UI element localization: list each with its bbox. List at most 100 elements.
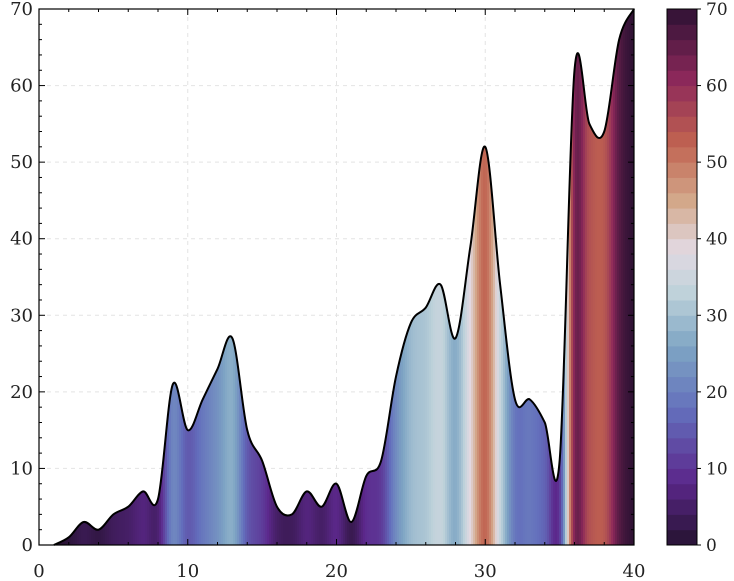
- fill-band: [599, 9, 602, 545]
- fill-band: [267, 9, 270, 545]
- fill-band: [109, 9, 112, 545]
- fill-band: [625, 9, 628, 545]
- fill-band: [271, 9, 274, 545]
- fill-band: [57, 9, 60, 545]
- fill-band: [79, 9, 82, 545]
- fill-band: [605, 9, 608, 545]
- fill-band: [111, 9, 114, 545]
- fill-band: [153, 9, 156, 545]
- fill-band: [555, 9, 558, 545]
- fill-band: [141, 9, 144, 545]
- fill-band: [619, 9, 622, 545]
- fill-band: [491, 9, 494, 545]
- fill-band: [365, 9, 368, 545]
- colorbar-tick-label: 60: [706, 77, 728, 97]
- fill-band: [577, 9, 580, 545]
- fill-band: [333, 9, 336, 545]
- fill-band: [97, 9, 100, 545]
- fill-band: [73, 9, 76, 545]
- fill-band: [99, 9, 102, 545]
- fill-band: [297, 9, 300, 545]
- fill-band: [621, 9, 624, 545]
- fill-band: [87, 9, 90, 545]
- fill-band: [75, 9, 78, 545]
- fill-band: [631, 9, 634, 545]
- fill-band: [125, 9, 128, 545]
- fill-band: [375, 9, 378, 545]
- fill-band: [103, 9, 106, 545]
- fill-band: [93, 9, 96, 545]
- fill-band: [89, 9, 92, 545]
- fill-band: [473, 9, 476, 545]
- fill-band: [585, 9, 588, 545]
- fill-band: [609, 9, 612, 545]
- fill-band: [45, 9, 48, 545]
- fill-band: [63, 9, 66, 545]
- fill-band: [41, 9, 44, 545]
- fill-band: [363, 9, 366, 545]
- fill-band: [589, 9, 592, 545]
- y-tick-label: 20: [10, 382, 33, 403]
- fill-band: [469, 9, 472, 545]
- fill-band: [553, 9, 556, 545]
- fill-band: [615, 9, 618, 545]
- fill-band: [493, 9, 496, 545]
- colorbar-segment: [667, 162, 697, 178]
- fill-band: [133, 9, 136, 545]
- colorbar-segment: [667, 453, 697, 469]
- fill-band: [471, 9, 474, 545]
- fill-band: [107, 9, 110, 545]
- fill-band: [581, 9, 584, 545]
- fill-band: [127, 9, 130, 545]
- x-tick-label: 40: [623, 561, 646, 581]
- fill-band: [583, 9, 586, 545]
- fill-band: [573, 9, 576, 545]
- fill-band: [321, 9, 324, 545]
- fill-band: [285, 9, 288, 545]
- fill-band: [283, 9, 286, 545]
- fill-band: [85, 9, 88, 545]
- fill-band: [65, 9, 68, 545]
- fill-band: [145, 9, 148, 545]
- fill-band: [81, 9, 84, 545]
- x-tick-label: 30: [474, 561, 497, 581]
- fill-band: [277, 9, 280, 545]
- fill-band: [481, 9, 484, 545]
- fill-band: [101, 9, 104, 545]
- y-tick-label: 30: [10, 305, 33, 326]
- fill-band: [317, 9, 320, 545]
- colorbar-segment: [667, 483, 697, 500]
- fill-band: [149, 9, 152, 545]
- y-tick-label: 10: [10, 458, 33, 479]
- fill-band: [313, 9, 316, 545]
- fill-band: [567, 9, 570, 545]
- colorbar-segment: [667, 100, 697, 117]
- fill-band: [355, 9, 358, 545]
- fill-band: [299, 9, 302, 545]
- y-tick-label: 70: [10, 0, 33, 20]
- fill-band: [69, 9, 72, 545]
- fill-band: [273, 9, 276, 545]
- colorbar-segment: [667, 315, 697, 332]
- fill-band: [307, 9, 310, 545]
- fill-band: [131, 9, 134, 545]
- fill-band: [43, 9, 46, 545]
- fill-band: [361, 9, 364, 545]
- fill-band: [371, 9, 374, 545]
- fill-band: [575, 9, 578, 545]
- colorbar-segment: [667, 299, 697, 316]
- fill-band: [477, 9, 480, 545]
- y-tick-label: 60: [10, 76, 33, 97]
- fill-band: [155, 9, 158, 545]
- fill-band: [71, 9, 74, 545]
- fill-band: [159, 9, 162, 545]
- colorbar-segment: [667, 254, 697, 270]
- fill-band: [341, 9, 344, 545]
- fill-band: [329, 9, 332, 545]
- colorbar-segment: [667, 70, 697, 87]
- colorbar-segment: [667, 54, 697, 71]
- fill-band: [483, 9, 486, 545]
- fill-band: [77, 9, 80, 545]
- colorbar-tick-label: 20: [706, 383, 728, 403]
